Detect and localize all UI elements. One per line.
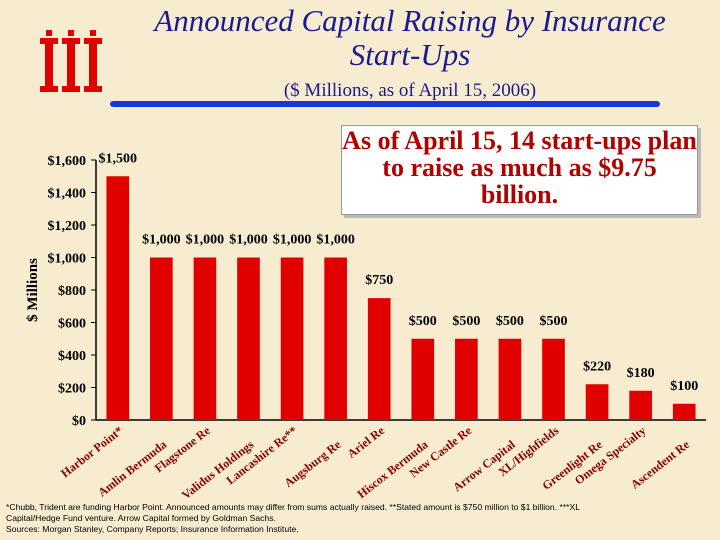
bar-value-label: $500 [409,314,437,329]
footnote-line-2: Capital/Hedge Fund venture. Arrow Capita… [6,513,276,523]
callout-text: As of April 15, 14 start-ups plan to rai… [342,126,697,209]
bar [672,403,696,420]
page-title: Announced Capital Raising by Insurance S… [154,3,666,72]
y-axis-title: $ Millions [25,258,41,322]
bar-value-label: $220 [583,359,611,374]
bar [542,338,565,420]
bar-value-label: $1,000 [229,233,268,248]
bar-value-label: $750 [365,273,393,288]
bar [455,338,478,420]
title-divider [110,101,660,107]
page-subtitle: ($ Millions, as of April 15, 2006) [283,80,537,101]
bar [324,257,347,420]
bar-value-label: $1,000 [316,233,355,248]
bar [585,384,609,420]
x-category-label: Augsburg Re [282,437,344,490]
bar-value-label: $500 [496,314,524,329]
bar-value-label: $1,000 [186,233,225,248]
y-tick-label: $1,200 [48,219,87,234]
x-category-label: Ascendent Re [628,437,693,492]
bar [150,257,173,420]
bar [498,338,522,420]
bar [237,257,260,420]
bar-value-label: $1,000 [273,233,312,248]
bar [280,257,304,420]
bar [106,176,130,420]
bar [629,390,652,420]
callout-box: As of April 15, 14 start-ups plan to rai… [341,125,698,215]
bar-value-label: $500 [540,314,568,329]
bar [193,257,217,420]
y-tick-label: $400 [58,349,86,364]
bar [411,338,435,420]
iii-logo-icon [40,30,102,92]
bar-value-label: $180 [627,366,655,381]
y-tick-label: $200 [58,382,86,397]
footnote-line-3: Sources: Morgan Stanley, Company Reports… [6,524,299,534]
y-tick-label: $1,600 [48,154,87,169]
footnote-line-1: *Chubb, Trident are funding Harbor Point… [6,502,581,512]
y-tick-label: $800 [58,284,86,299]
bar-value-label: $100 [670,379,698,394]
bar-value-label: $1,500 [99,151,138,166]
footnote: *Chubb, Trident are funding Harbor Point… [6,502,716,535]
y-tick-label: $1,000 [48,252,87,267]
y-tick-label: $600 [58,317,86,332]
x-category-label: Ariel Re [345,423,388,461]
bar-value-label: $1,000 [142,233,181,248]
bar-value-label: $500 [452,314,480,329]
y-tick-label: $1,400 [48,187,87,202]
y-tick-label: $0 [72,414,86,429]
bar [367,298,391,420]
